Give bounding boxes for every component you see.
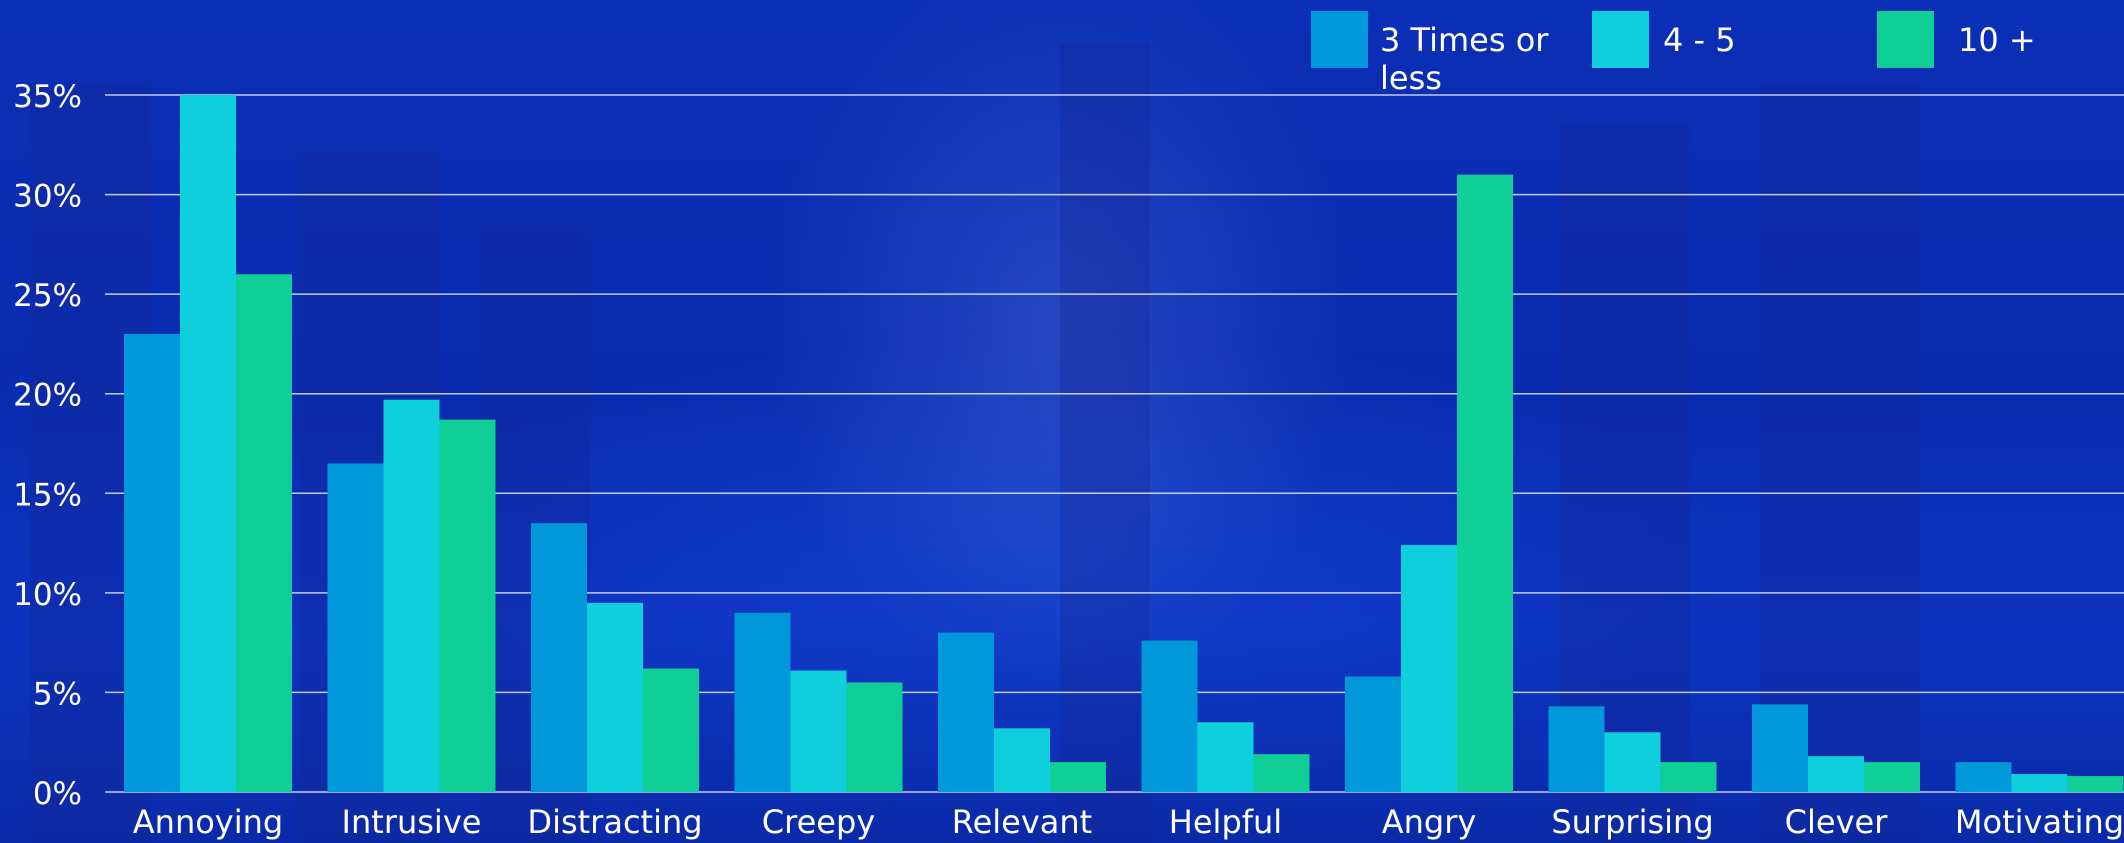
bar-helpful-series-2: [1197, 722, 1254, 792]
legend-swatch-series-1: [1311, 11, 1368, 68]
bar-clever-series-2: [1808, 756, 1864, 792]
x-tick-label: Relevant: [952, 803, 1092, 841]
y-tick-label: 15%: [13, 477, 82, 513]
legend-swatch-series-2: [1592, 11, 1649, 68]
legend-label-series-1: 3 Times or less: [1380, 21, 1559, 97]
bar-surprising-series-2: [1604, 732, 1661, 792]
bar-relevant-series-2: [994, 728, 1050, 792]
bar-angry-series-2: [1401, 545, 1457, 792]
bar-distracting-series-2: [587, 602, 643, 792]
x-tick-label: Intrusive: [342, 803, 482, 841]
bar-motivating-series-1: [1955, 762, 2012, 792]
x-tick-label: Helpful: [1169, 803, 1282, 841]
x-tick-label: Distracting: [527, 803, 702, 841]
bar-helpful-series-1: [1141, 640, 1198, 792]
y-tick-label: 35%: [13, 79, 82, 115]
x-tick-label: Angry: [1382, 803, 1477, 841]
bar-intrusive-series-1: [327, 463, 384, 792]
bar-motivating-series-3: [2067, 776, 2124, 792]
x-axis-ticks: Annoying Intrusive Distracting Creepy Releva…: [133, 803, 2124, 841]
x-tick-label: Creepy: [762, 803, 875, 841]
bar-clever-series-3: [1864, 762, 1920, 792]
bars: [124, 95, 2124, 792]
legend-label-series-1-line-2: less: [1380, 59, 1442, 97]
bar-surprising-series-1: [1548, 706, 1605, 792]
bar-helpful-series-3: [1253, 754, 1310, 792]
bar-angry-series-3: [1457, 174, 1513, 792]
bar-distracting-series-3: [643, 668, 699, 792]
bar-intrusive-series-3: [439, 419, 496, 792]
y-tick-label: 10%: [13, 577, 82, 613]
bar-creepy-series-3: [846, 682, 903, 792]
bar-annoying-series-2: [180, 95, 236, 792]
x-tick-label: Motivating: [1955, 803, 2124, 841]
bar-clever-series-1: [1752, 704, 1808, 792]
bar-intrusive-series-2: [383, 399, 440, 792]
x-tick-label: Surprising: [1551, 803, 1713, 841]
y-tick-label: 0%: [33, 776, 82, 812]
y-tick-label: 30%: [13, 179, 82, 215]
y-tick-label: 25%: [13, 278, 82, 314]
bar-creepy-series-1: [734, 612, 791, 792]
bar-creepy-series-2: [790, 670, 847, 792]
legend-swatch-series-3: [1877, 11, 1934, 68]
bar-annoying-series-1: [124, 333, 180, 792]
bar-distracting-series-1: [531, 523, 587, 792]
bar-motivating-series-2: [2011, 774, 2068, 792]
bar-relevant-series-1: [938, 632, 994, 792]
bar-annoying-series-3: [236, 274, 292, 792]
y-axis-ticks: 0% 5% 10% 15% 20% 25% 30% 35%: [13, 79, 82, 812]
y-tick-label: 5%: [33, 676, 82, 712]
legend-label-series-1-line-1: 3 Times or: [1380, 21, 1549, 59]
bar-relevant-series-3: [1050, 762, 1106, 792]
bar-angry-series-1: [1345, 676, 1401, 792]
bar-surprising-series-3: [1660, 762, 1717, 792]
legend-label-series-2: 4 - 5: [1663, 21, 1736, 59]
y-tick-label: 20%: [13, 378, 82, 414]
x-tick-label: Clever: [1785, 803, 1889, 841]
legend: 3 Times or less 4 - 5 10 +: [1311, 11, 2036, 97]
legend-label-series-3: 10 +: [1958, 21, 2036, 59]
x-tick-label: Annoying: [133, 803, 283, 841]
